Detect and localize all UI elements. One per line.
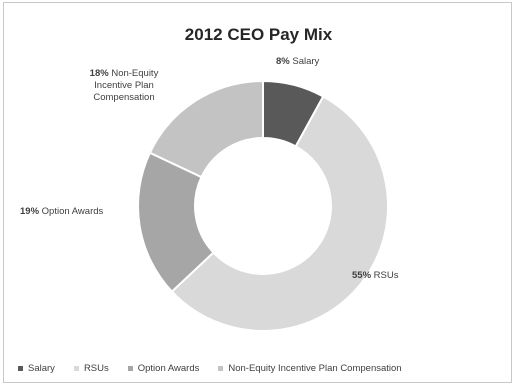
data-label-rsus-pct: 55% bbox=[352, 270, 372, 281]
chart-title: 2012 CEO Pay Mix bbox=[184, 25, 333, 44]
slice-rsus bbox=[170, 95, 389, 332]
legend-item-rsus: RSUs bbox=[73, 362, 109, 374]
data-label-option-awards-name: Option Awards bbox=[41, 206, 104, 217]
data-label-salary: 8% Salary bbox=[276, 56, 319, 68]
legend-item-non-equity: Non-Equity Incentive Plan Compensation bbox=[218, 362, 402, 374]
data-label-rsus: 55% RSUs bbox=[352, 270, 398, 282]
legend-label-option-awards: Option Awards bbox=[137, 362, 200, 374]
legend-label-non-equity: Non-Equity Incentive Plan Compensation bbox=[228, 362, 402, 374]
data-label-non-equity: 18% Non-Equity Incentive Plan Compensati… bbox=[74, 68, 174, 104]
chart-legend: Salary RSUs Option Awards Non-Equity Inc… bbox=[18, 361, 402, 375]
data-label-non-equity-name: Non-Equity Incentive Plan Compensation bbox=[93, 68, 159, 103]
donut-slices bbox=[137, 79, 389, 332]
slice-non-equity-incentive-plan-compensation bbox=[148, 79, 264, 179]
legend-swatch-option-awards bbox=[127, 365, 133, 371]
legend-item-salary: Salary bbox=[18, 363, 55, 374]
legend-item-option-awards: Option Awards bbox=[127, 362, 200, 374]
legend-label-rsus: RSUs bbox=[83, 362, 109, 374]
slice-option-awards bbox=[137, 151, 215, 293]
legend-swatch-salary bbox=[18, 365, 23, 371]
data-label-option-awards: 19% Option Awards bbox=[20, 206, 103, 218]
data-label-salary-pct: 8% bbox=[276, 56, 290, 67]
data-label-option-awards-pct: 19% bbox=[20, 206, 40, 217]
data-label-salary-name: Salary bbox=[292, 56, 320, 67]
data-label-non-equity-pct: 18% bbox=[89, 68, 109, 79]
data-label-rsus-name: RSUs bbox=[373, 270, 399, 281]
legend-label-salary: Salary bbox=[28, 362, 55, 374]
legend-swatch-rsus bbox=[73, 365, 79, 371]
legend-swatch-non-equity bbox=[218, 365, 224, 371]
